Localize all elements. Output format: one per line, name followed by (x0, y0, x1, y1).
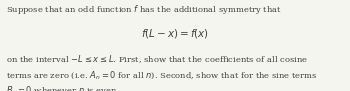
Text: $B_n = 0$ whenever $n$ is even.: $B_n = 0$ whenever $n$ is even. (6, 85, 120, 91)
Text: terms are zero (i.e. $A_n = 0$ for all $n$). Second, show that for the sine term: terms are zero (i.e. $A_n = 0$ for all $… (6, 69, 318, 81)
Text: $f(L - x) = f(x)$: $f(L - x) = f(x)$ (141, 27, 209, 40)
Text: on the interval $-L \leq x \leq L$. First, show that the coefficients of all cos: on the interval $-L \leq x \leq L$. Firs… (6, 54, 309, 65)
Text: Suppose that an odd function $f$ has the additional symmetry that: Suppose that an odd function $f$ has the… (6, 3, 282, 16)
